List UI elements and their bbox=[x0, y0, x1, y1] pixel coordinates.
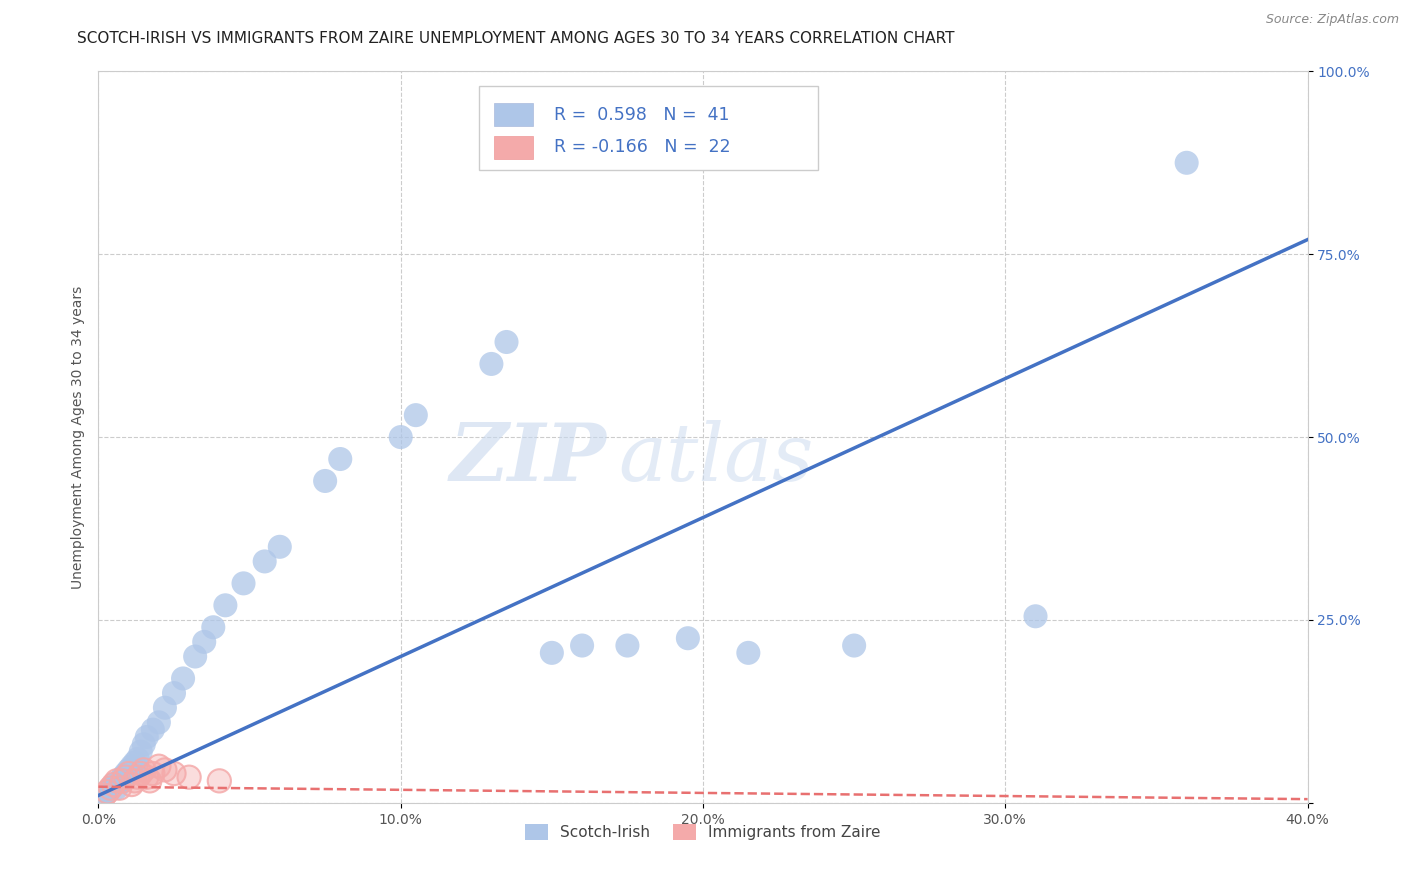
Point bbox=[540, 646, 562, 660]
Point bbox=[314, 474, 336, 488]
Point bbox=[118, 766, 141, 780]
Point bbox=[93, 789, 115, 803]
Point bbox=[139, 773, 162, 788]
Point bbox=[132, 737, 155, 751]
Point bbox=[111, 773, 134, 788]
Point bbox=[405, 408, 427, 422]
Point bbox=[103, 778, 125, 792]
Point bbox=[232, 576, 254, 591]
Point bbox=[103, 778, 125, 792]
Point bbox=[253, 554, 276, 568]
Point bbox=[108, 773, 131, 788]
Text: R = -0.166   N =  22: R = -0.166 N = 22 bbox=[554, 138, 731, 156]
Point bbox=[121, 759, 143, 773]
Point bbox=[163, 766, 186, 780]
Point bbox=[676, 632, 699, 646]
Point bbox=[127, 770, 149, 784]
FancyBboxPatch shape bbox=[494, 136, 533, 159]
Point bbox=[93, 789, 115, 803]
Point bbox=[118, 766, 141, 780]
Point bbox=[389, 430, 412, 444]
Point bbox=[129, 745, 152, 759]
Point bbox=[844, 639, 866, 653]
Point bbox=[124, 756, 146, 770]
Point bbox=[202, 620, 225, 634]
Point bbox=[208, 773, 231, 788]
Point bbox=[193, 635, 215, 649]
Point bbox=[132, 763, 155, 777]
Point bbox=[103, 778, 125, 792]
Point bbox=[108, 781, 131, 796]
Text: R =  0.598   N =  41: R = 0.598 N = 41 bbox=[554, 105, 730, 123]
Point bbox=[163, 686, 186, 700]
Legend: Scotch-Irish, Immigrants from Zaire: Scotch-Irish, Immigrants from Zaire bbox=[519, 818, 887, 847]
Point bbox=[127, 752, 149, 766]
Point bbox=[96, 785, 118, 799]
Point bbox=[129, 766, 152, 780]
Point bbox=[184, 649, 207, 664]
Point bbox=[105, 781, 128, 796]
Point bbox=[96, 785, 118, 799]
Point bbox=[105, 773, 128, 788]
Point bbox=[108, 781, 131, 796]
Point bbox=[214, 599, 236, 613]
Text: Source: ZipAtlas.com: Source: ZipAtlas.com bbox=[1265, 13, 1399, 27]
Point bbox=[121, 778, 143, 792]
Point bbox=[96, 785, 118, 799]
Point bbox=[139, 773, 162, 788]
Point bbox=[329, 452, 352, 467]
Point bbox=[153, 763, 176, 777]
Point bbox=[142, 723, 165, 737]
Y-axis label: Unemployment Among Ages 30 to 34 years: Unemployment Among Ages 30 to 34 years bbox=[70, 285, 84, 589]
Point bbox=[142, 766, 165, 780]
Point bbox=[179, 770, 201, 784]
Point bbox=[114, 770, 136, 784]
Text: SCOTCH-IRISH VS IMMIGRANTS FROM ZAIRE UNEMPLOYMENT AMONG AGES 30 TO 34 YEARS COR: SCOTCH-IRISH VS IMMIGRANTS FROM ZAIRE UN… bbox=[77, 31, 955, 46]
Point bbox=[124, 773, 146, 788]
Point bbox=[132, 763, 155, 777]
Text: ZIP: ZIP bbox=[450, 420, 606, 498]
Point bbox=[127, 770, 149, 784]
Point bbox=[114, 766, 136, 780]
Point bbox=[124, 773, 146, 788]
Point bbox=[100, 781, 122, 796]
FancyBboxPatch shape bbox=[494, 103, 533, 127]
Point bbox=[1175, 156, 1198, 170]
Point bbox=[571, 639, 593, 653]
Point bbox=[111, 770, 134, 784]
Point bbox=[616, 639, 638, 653]
Point bbox=[93, 789, 115, 803]
Text: atlas: atlas bbox=[619, 420, 814, 498]
FancyBboxPatch shape bbox=[479, 86, 818, 170]
Point bbox=[121, 778, 143, 792]
Point bbox=[172, 672, 194, 686]
Point bbox=[142, 766, 165, 780]
Point bbox=[163, 766, 186, 780]
Point bbox=[153, 763, 176, 777]
Point bbox=[135, 730, 157, 744]
Point bbox=[495, 334, 517, 349]
Point bbox=[269, 540, 291, 554]
Point bbox=[148, 715, 170, 730]
Point bbox=[179, 770, 201, 784]
Point bbox=[135, 770, 157, 784]
Point bbox=[100, 781, 122, 796]
Point bbox=[129, 766, 152, 780]
Point bbox=[1024, 609, 1046, 624]
Point bbox=[100, 781, 122, 796]
Point bbox=[114, 770, 136, 784]
Point bbox=[148, 759, 170, 773]
Point bbox=[153, 700, 176, 714]
Point bbox=[148, 759, 170, 773]
Point bbox=[481, 357, 503, 371]
Point bbox=[135, 770, 157, 784]
Point bbox=[118, 763, 141, 777]
Point bbox=[111, 773, 134, 788]
Point bbox=[105, 773, 128, 788]
Point bbox=[208, 773, 231, 788]
Point bbox=[737, 646, 759, 660]
